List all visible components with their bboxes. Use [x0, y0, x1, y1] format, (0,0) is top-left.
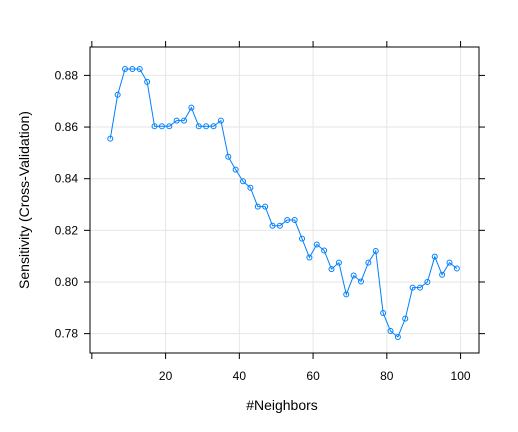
data-point [431, 253, 438, 260]
y-tick-label: 0.84 [55, 172, 79, 186]
y-tick-label: 0.82 [55, 223, 79, 237]
data-point [335, 259, 342, 266]
data-point [394, 333, 401, 340]
data-point [313, 241, 320, 248]
data-point [107, 135, 114, 142]
data-point [291, 217, 298, 224]
y-tick-label: 0.78 [55, 327, 79, 341]
data-point [284, 217, 291, 224]
data-point [181, 117, 188, 124]
y-tick-label: 0.80 [55, 275, 79, 289]
x-tick-label: 60 [306, 369, 320, 383]
data-point [210, 123, 217, 130]
y-tick-label: 0.88 [55, 68, 79, 82]
series-polyline [109, 68, 458, 338]
data-point [321, 247, 328, 254]
data-point [188, 104, 195, 111]
data-point [269, 222, 276, 229]
data-point [276, 222, 283, 229]
data-point [262, 203, 269, 210]
data-point [306, 254, 313, 261]
data-point [122, 65, 129, 72]
data-point [380, 309, 387, 316]
data-point [350, 272, 357, 279]
x-tick-label: 80 [380, 369, 394, 383]
data-point [402, 315, 409, 322]
data-point [129, 65, 136, 72]
data-point [136, 65, 143, 72]
data-point [417, 284, 424, 291]
data-point [365, 259, 372, 266]
data-point [453, 265, 460, 272]
data-point [166, 123, 173, 130]
x-tick-label: 40 [233, 369, 247, 383]
data-point [151, 123, 158, 130]
data-point [173, 117, 180, 124]
grid-lines [90, 47, 479, 353]
data-point [387, 328, 394, 335]
data-point [203, 123, 210, 130]
data-point [343, 291, 350, 298]
data-point [254, 203, 261, 210]
plot-frame [89, 46, 480, 354]
y-tick-label: 0.86 [55, 120, 79, 134]
data-point [439, 271, 446, 278]
data-point [225, 153, 232, 160]
data-point [358, 278, 365, 285]
series-line [107, 65, 460, 340]
data-point [446, 259, 453, 266]
data-point [424, 278, 431, 285]
data-point [195, 123, 202, 130]
data-point [114, 91, 121, 98]
data-point [217, 117, 224, 124]
data-point [409, 284, 416, 291]
data-point [247, 184, 254, 191]
axes: 20 40 60 80 100 0.78 0.80 0.82 0.84 0.86 0.88 [55, 41, 485, 383]
data-point [240, 178, 247, 185]
data-point [144, 78, 151, 85]
y-axis-title: Sensitivity (Cross-Validation) [16, 111, 32, 289]
data-point [372, 248, 379, 254]
data-point [328, 266, 335, 273]
data-point [232, 166, 239, 173]
x-axis-title: #Neighbors [246, 397, 318, 413]
data-point [299, 235, 306, 242]
data-point [158, 123, 165, 130]
x-tick-label: 100 [451, 369, 471, 383]
x-tick-label: 20 [159, 369, 173, 383]
